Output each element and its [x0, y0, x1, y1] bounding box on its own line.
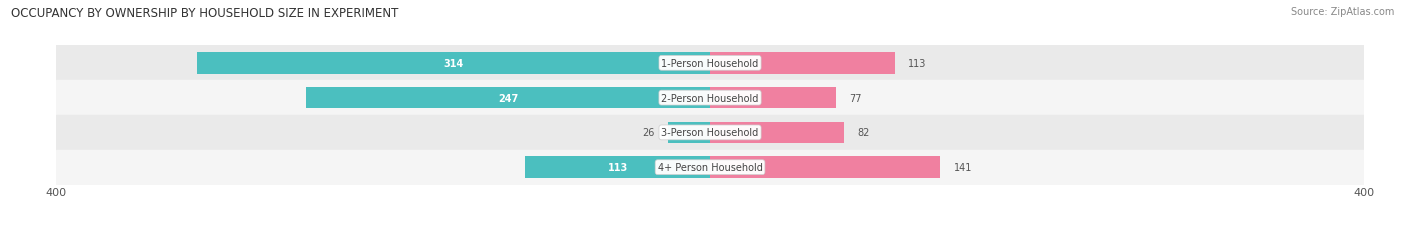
Bar — [526, 157, 710, 178]
Bar — [710, 122, 844, 143]
Text: 113: 113 — [607, 162, 628, 173]
Text: 113: 113 — [908, 58, 927, 69]
Text: 77: 77 — [849, 93, 862, 103]
Bar — [197, 53, 710, 74]
Bar — [56, 150, 1364, 185]
Bar — [56, 81, 1364, 116]
Text: 82: 82 — [858, 128, 869, 138]
Text: 2-Person Household: 2-Person Household — [661, 93, 759, 103]
Bar — [668, 122, 710, 143]
Text: 3-Person Household: 3-Person Household — [661, 128, 759, 138]
Bar — [710, 53, 894, 74]
Text: 314: 314 — [443, 58, 464, 69]
Text: 247: 247 — [498, 93, 519, 103]
Bar — [710, 157, 941, 178]
Bar — [307, 87, 710, 109]
Text: 26: 26 — [643, 128, 654, 138]
Text: OCCUPANCY BY OWNERSHIP BY HOUSEHOLD SIZE IN EXPERIMENT: OCCUPANCY BY OWNERSHIP BY HOUSEHOLD SIZE… — [11, 7, 399, 20]
Bar — [710, 87, 837, 109]
Text: Source: ZipAtlas.com: Source: ZipAtlas.com — [1291, 7, 1395, 17]
Bar — [56, 116, 1364, 150]
Text: 141: 141 — [953, 162, 972, 173]
Text: 4+ Person Household: 4+ Person Household — [658, 162, 762, 173]
Bar — [56, 46, 1364, 81]
Text: 1-Person Household: 1-Person Household — [661, 58, 759, 69]
